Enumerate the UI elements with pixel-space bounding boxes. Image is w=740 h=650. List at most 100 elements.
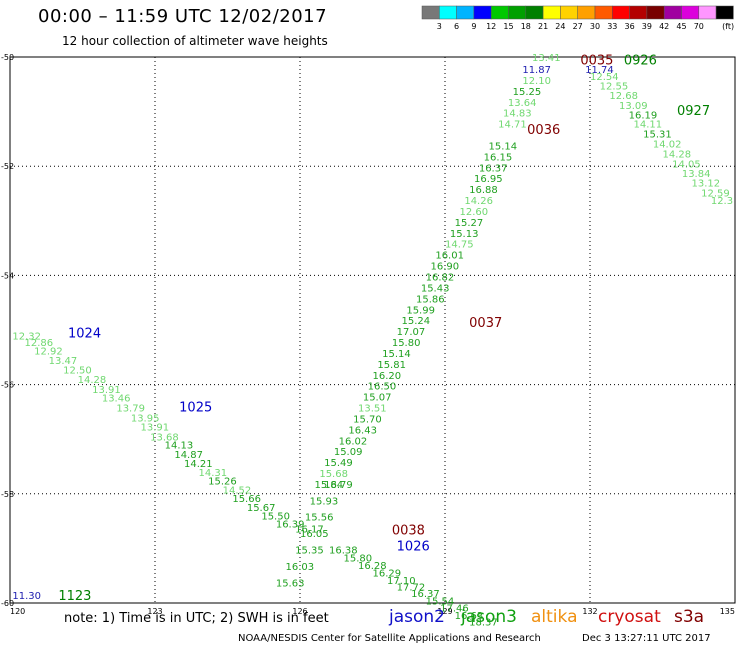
track-time-label: 1025 <box>179 400 212 415</box>
track-time-label: 1123 <box>58 589 91 604</box>
colorbar-swatch <box>698 5 717 20</box>
wave-height-label: 14.13 <box>165 441 194 452</box>
wave-height-label: 16.90 <box>431 262 460 273</box>
colorbar-swatch <box>456 5 475 20</box>
wave-height-label: 15.50 <box>261 512 290 523</box>
track-time-label: 0926 <box>624 54 657 69</box>
wave-height-label: 14.71 <box>498 120 527 131</box>
colorbar-tick-label: 70 <box>694 22 704 31</box>
colorbar-tick-label: 24 <box>555 22 565 31</box>
y-tick-label: -58 <box>1 490 14 499</box>
colorbar-unit-label: (ft) <box>722 22 734 31</box>
colorbar-tick-label: 33 <box>607 22 617 31</box>
wave-height-label: 16.82 <box>426 272 455 283</box>
wave-height-label: 15.54 <box>426 596 455 607</box>
y-tick-label: -56 <box>1 381 14 390</box>
legend-jason3: jason3 <box>461 607 517 627</box>
wave-height-label: 15.81 <box>377 360 406 371</box>
wave-height-label: 15.09 <box>334 447 363 458</box>
wave-height-label: 14.87 <box>174 450 203 461</box>
colorbar-swatch <box>490 5 509 20</box>
wave-height-label: 16.02 <box>339 436 368 447</box>
wave-height-label: 12.32 <box>12 331 41 342</box>
colorbar-tick-label: 45 <box>676 22 686 31</box>
x-tick-label: 129 <box>437 607 452 616</box>
wave-height-label: 16.05 <box>300 529 329 540</box>
x-tick-label: 126 <box>292 607 307 616</box>
wave-height-label: 15.93 <box>310 496 339 507</box>
wave-height-label: 15.80 <box>344 554 373 565</box>
wave-height-label: 15.68 <box>319 469 348 480</box>
colorbar-swatch <box>525 5 544 20</box>
wave-height-label: 14.28 <box>663 150 692 161</box>
wave-height-label: 16.63 <box>455 611 484 622</box>
wave-height-label: 12.68 <box>609 91 638 102</box>
wave-height-label: 15.27 <box>455 218 484 229</box>
colorbar-tick-label: 30 <box>590 22 600 31</box>
wave-height-label: 15.86 <box>416 294 445 305</box>
wave-height-label: 11.74 <box>585 65 614 76</box>
track-time-label: 0035 <box>580 54 613 69</box>
wave-height-label: 16.38 <box>329 545 358 556</box>
wave-height-label: 17.10 <box>387 576 416 587</box>
wave-height-label: 16.20 <box>373 371 402 382</box>
colorbar-tick-label: 39 <box>642 22 652 31</box>
wave-height-label: 14.75 <box>445 240 474 251</box>
wave-height-label: 16.28 <box>358 561 387 572</box>
wave-height-label: 14.26 <box>464 196 493 207</box>
y-tick-label: -50 <box>1 53 14 62</box>
wave-height-label: 13.68 <box>150 432 179 443</box>
wave-height-label: 14.05 <box>672 159 701 170</box>
legend-s3a: s3a <box>674 607 705 627</box>
wave-height-label: 16.29 <box>373 568 402 579</box>
wave-height-label: 15.99 <box>406 305 435 316</box>
wave-height-label: 12.54 <box>590 72 619 83</box>
colorbar-tick-label: 3 <box>437 22 442 31</box>
wave-height-label: 12.60 <box>460 207 489 218</box>
wave-height-label: 15.26 <box>208 477 237 488</box>
page-title: 00:00 – 11:59 UTC 12/02/2017 <box>38 6 328 27</box>
wave-height-label: 13.64 <box>508 98 537 109</box>
wave-height-label: 13.91 <box>141 423 170 434</box>
track-time-label: 0037 <box>469 316 502 331</box>
wave-height-label: 16.37 <box>479 163 508 174</box>
legend-cryosat: cryosat <box>598 607 661 627</box>
wave-height-label: 13.84 <box>682 169 711 180</box>
wave-height-label: 15.43 <box>421 283 450 294</box>
wave-height-label: 14.28 <box>78 375 107 386</box>
color-scale-legend: 3 6 9 12 15 18 21 24 27 30 33 36 39 42 45 70 (ft) <box>421 5 734 31</box>
wave-height-label: 12.3 <box>711 196 733 207</box>
wave-height-label: 15.25 <box>513 87 542 98</box>
track-time-label: 0927 <box>677 104 710 119</box>
wave-height-label: 16.88 <box>469 185 498 196</box>
wave-height-label: 16.50 <box>368 382 397 393</box>
wave-height-label: 12.50 <box>63 365 92 376</box>
colorbar-tick-label: 12 <box>486 22 496 31</box>
colorbar-swatch <box>663 5 682 20</box>
track-time-label: 0036 <box>527 123 560 138</box>
wave-height-label: 15.07 <box>363 393 392 404</box>
y-tick-label: -52 <box>1 162 14 171</box>
axis-ticks: 120 123 126 129 132 135 -50 -52 -54 -56 -58 -60 <box>1 53 735 616</box>
wave-height-label: 16.15 <box>484 152 513 163</box>
colorbar-swatch <box>508 5 527 20</box>
wave-height-label: 13.79 <box>116 404 145 415</box>
y-tick-label: -60 <box>1 599 14 608</box>
x-tick-label: 120 <box>10 607 25 616</box>
wave-height-label: 15.56 <box>305 513 334 524</box>
wave-height-label: 15.14 <box>489 141 518 152</box>
wave-height-label: 16.79 <box>324 480 353 491</box>
colorbar-tick-label: 36 <box>625 22 635 31</box>
track-time-label: 0038 <box>392 523 425 538</box>
track-time-labels: 0035 0926 0927 0036 0037 1024 1025 0038 1026 1123 <box>58 54 710 604</box>
colorbar-swatch <box>542 5 561 20</box>
wave-height-label: 15.66 <box>232 494 261 505</box>
wave-height-label: 13.91 <box>92 385 121 396</box>
colorbar-swatch <box>646 5 665 20</box>
wave-height-label: 14.11 <box>634 120 663 131</box>
colorbar-swatch <box>577 5 596 20</box>
colorbar-tick-label: 18 <box>521 22 531 31</box>
colorbar-swatch <box>473 5 492 20</box>
